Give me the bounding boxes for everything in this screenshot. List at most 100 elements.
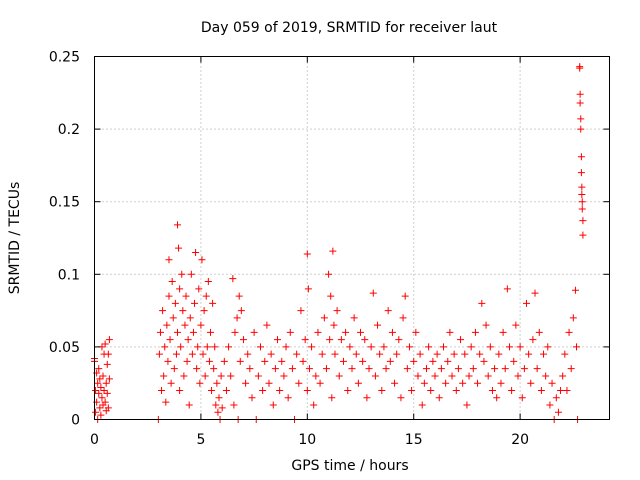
- data-point: [201, 372, 209, 380]
- data-point: [577, 169, 585, 177]
- data-point: [177, 343, 185, 351]
- x-tick-labels: 0 5 10 15 20: [90, 432, 529, 448]
- data-point: [326, 336, 334, 344]
- data-point: [209, 299, 217, 307]
- data-point: [196, 379, 204, 387]
- data-point: [463, 401, 471, 409]
- data-point: [486, 343, 494, 351]
- data-point: [299, 357, 307, 365]
- data-point: [204, 278, 212, 286]
- data-point: [363, 394, 371, 402]
- data-point: [305, 365, 313, 373]
- data-point: [215, 394, 223, 402]
- data-point: [380, 343, 388, 351]
- data-point: [288, 365, 296, 373]
- data-point: [96, 404, 104, 412]
- data-point: [369, 289, 377, 297]
- data-point: [579, 231, 587, 239]
- data-point: [537, 386, 545, 394]
- data-point: [269, 401, 277, 409]
- data-point: [478, 299, 486, 307]
- data-point: [348, 365, 356, 373]
- data-point: [155, 350, 163, 358]
- data-point: [454, 365, 462, 373]
- data-point: [100, 386, 108, 394]
- data-point: [508, 386, 516, 394]
- data-point: [320, 314, 328, 322]
- data-point: [576, 99, 584, 107]
- data-point: [192, 249, 200, 257]
- data-point: [425, 343, 433, 351]
- y-tick-label: 0: [71, 413, 80, 429]
- data-point: [167, 379, 175, 387]
- y-tick-label: 0.15: [49, 195, 80, 211]
- data-point: [235, 292, 243, 300]
- data-point: [293, 350, 301, 358]
- data-point: [211, 343, 219, 351]
- data-point: [175, 244, 183, 252]
- data-point: [105, 336, 113, 344]
- data-point: [429, 357, 437, 365]
- data-point: [405, 343, 413, 351]
- data-point: [220, 357, 228, 365]
- data-point: [510, 357, 518, 365]
- data-point: [99, 372, 107, 380]
- data-point: [308, 343, 316, 351]
- data-point: [579, 217, 587, 225]
- data-point: [92, 386, 100, 394]
- x-tick-label: 0: [90, 432, 99, 448]
- data-point: [388, 328, 396, 336]
- data-point: [501, 365, 509, 373]
- data-point: [172, 350, 180, 358]
- data-point: [567, 365, 575, 373]
- data-point: [229, 275, 237, 283]
- data-point: [199, 350, 207, 358]
- data-point: [397, 394, 405, 402]
- data-point: [104, 404, 112, 412]
- data-point: [242, 379, 250, 387]
- data-point: [198, 256, 206, 264]
- data-point: [176, 285, 184, 293]
- data-point: [200, 307, 208, 315]
- data-point: [267, 350, 275, 358]
- data-point: [166, 336, 174, 344]
- data-point: [442, 379, 450, 387]
- data-point: [95, 365, 103, 373]
- data-point: [577, 153, 585, 161]
- data-point: [476, 350, 484, 358]
- data-point: [433, 350, 441, 358]
- data-point: [202, 292, 210, 300]
- data-point: [282, 343, 290, 351]
- data-point: [301, 336, 309, 344]
- y-tick-label: 0.2: [58, 122, 80, 138]
- data-point: [577, 115, 585, 123]
- data-point: [104, 350, 112, 358]
- data-point: [173, 221, 181, 229]
- data-point: [546, 401, 554, 409]
- data-point: [359, 357, 367, 365]
- data-point: [578, 183, 586, 191]
- data-point: [516, 343, 524, 351]
- data-point: [316, 379, 324, 387]
- data-point: [505, 343, 513, 351]
- data-point: [176, 386, 184, 394]
- data-point: [327, 292, 335, 300]
- data-point: [335, 372, 343, 380]
- data-point: [571, 286, 579, 294]
- data-point: [183, 357, 191, 365]
- x-tick-label: 5: [196, 432, 205, 448]
- data-point: [412, 328, 420, 336]
- data-point: [97, 384, 105, 392]
- data-point: [187, 270, 195, 278]
- data-point: [165, 292, 173, 300]
- data-point: [95, 389, 103, 397]
- data-point: [206, 328, 214, 336]
- data-point: [529, 336, 537, 344]
- data-point: [488, 386, 496, 394]
- data-point: [227, 372, 235, 380]
- data-point: [162, 398, 170, 406]
- data-point: [101, 398, 109, 406]
- data-point: [180, 372, 188, 380]
- data-point: [159, 307, 167, 315]
